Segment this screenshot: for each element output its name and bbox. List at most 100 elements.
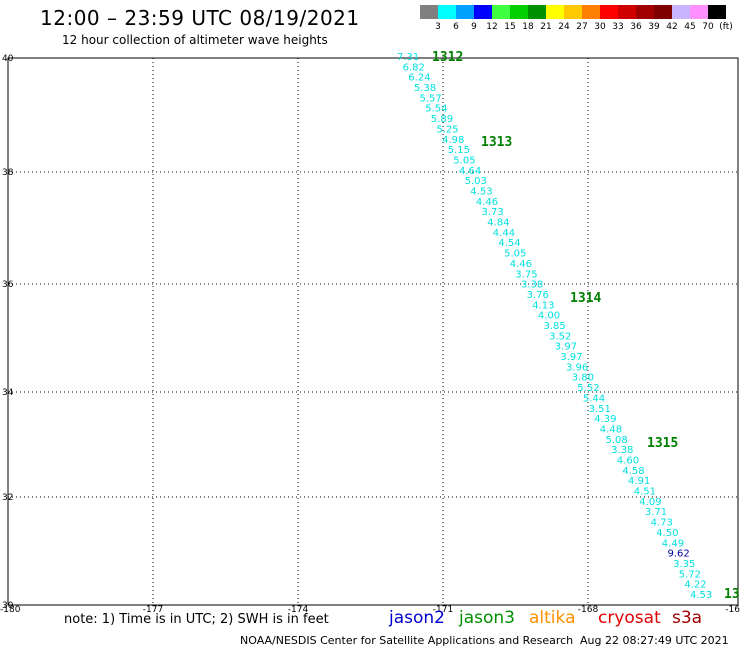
wave-height-value: 5.57 bbox=[420, 93, 442, 104]
legend-label: 6 bbox=[453, 22, 459, 32]
track-time-label: 13 bbox=[724, 587, 740, 602]
satellite-name: jason3 bbox=[459, 608, 515, 628]
track-time-label: 1315 bbox=[647, 436, 678, 451]
wave-height-value: 4.13 bbox=[532, 300, 554, 311]
legend-swatch bbox=[708, 5, 726, 19]
wave-height-value: 4.60 bbox=[617, 456, 639, 467]
wave-height-value: 3.75 bbox=[515, 269, 537, 280]
y-tick-label: 40 bbox=[2, 54, 14, 64]
legend-swatch bbox=[420, 5, 438, 19]
legend-swatch bbox=[456, 5, 474, 19]
x-tick-label: -174 bbox=[288, 605, 309, 615]
legend-swatch bbox=[438, 5, 456, 19]
wave-height-value: 4.54 bbox=[498, 238, 520, 249]
wave-height-value: 4.09 bbox=[639, 497, 661, 508]
wave-height-value: 4.46 bbox=[476, 197, 498, 208]
legend-label: 42 bbox=[666, 22, 678, 32]
wave-height-value: 5.54 bbox=[425, 104, 447, 115]
wave-height-value: 5.08 bbox=[606, 435, 628, 446]
legend-label: 30 bbox=[594, 22, 606, 32]
wave-height-value: 5.03 bbox=[465, 176, 487, 187]
wave-height-value: 4.58 bbox=[622, 466, 644, 477]
wave-height-value: 5.44 bbox=[583, 393, 605, 404]
legend-swatch bbox=[474, 5, 492, 19]
wave-height-value: 4.39 bbox=[594, 414, 616, 425]
legend-label: 21 bbox=[540, 22, 552, 32]
legend-label: 45 bbox=[684, 22, 696, 32]
wave-height-value: 3.80 bbox=[572, 373, 594, 384]
legend-swatch bbox=[564, 5, 582, 19]
wave-height-value: 4.49 bbox=[662, 538, 684, 549]
wave-height-value: 5.38 bbox=[414, 83, 436, 94]
wave-height-value: 3.71 bbox=[645, 507, 667, 518]
wave-height-value: 5.05 bbox=[504, 249, 526, 260]
wave-height-value: 9.62 bbox=[668, 549, 690, 560]
wave-height-value: 6.82 bbox=[403, 62, 425, 73]
wave-height-value: 4.44 bbox=[493, 228, 515, 239]
legend-swatch bbox=[690, 5, 708, 19]
satellite-name: altika bbox=[529, 608, 576, 628]
wave-height-value: 4.98 bbox=[442, 135, 464, 146]
legend-label: 33 bbox=[612, 22, 624, 32]
wave-height-value: 3.51 bbox=[589, 404, 611, 415]
wave-height-value: 4.53 bbox=[690, 590, 712, 601]
legend-label: 9 bbox=[471, 22, 477, 32]
legend-label: 27 bbox=[576, 22, 588, 32]
wave-height-value: 4.46 bbox=[510, 259, 532, 270]
satellite-name: cryosat bbox=[598, 608, 661, 628]
satellite-name: jason2 bbox=[389, 608, 445, 628]
note-text: note: 1) Time is in UTC; 2) SWH is in fe… bbox=[64, 612, 329, 627]
legend-label: 70 bbox=[702, 22, 714, 32]
legend-swatch bbox=[600, 5, 618, 19]
x-tick-label: -16 bbox=[725, 605, 740, 615]
legend-swatch bbox=[546, 5, 564, 19]
y-tick-label: 36 bbox=[2, 280, 14, 290]
legend-swatch bbox=[636, 5, 654, 19]
wave-height-value: 4.22 bbox=[684, 580, 706, 591]
legend-swatch bbox=[654, 5, 672, 19]
legend-label: 12 bbox=[486, 22, 498, 32]
legend-swatch bbox=[582, 5, 600, 19]
legend-swatch bbox=[672, 5, 690, 19]
wave-height-value: 4.73 bbox=[651, 518, 673, 529]
wave-height-value: 3.73 bbox=[482, 207, 504, 218]
wave-height-value: 4.64 bbox=[459, 166, 481, 177]
wave-height-value: 3.52 bbox=[549, 331, 571, 342]
legend-label: 39 bbox=[648, 22, 660, 32]
wave-height-value: 5.72 bbox=[679, 569, 701, 580]
y-tick-label: 30 bbox=[2, 601, 14, 611]
track-time-label: 1312 bbox=[432, 50, 463, 65]
wave-height-value: 3.76 bbox=[527, 290, 549, 301]
y-tick-label: 34 bbox=[2, 388, 14, 398]
map-frame bbox=[7, 57, 739, 606]
legend-swatch bbox=[618, 5, 636, 19]
wave-height-value: 5.89 bbox=[431, 114, 453, 125]
wave-height-value: 5.05 bbox=[453, 156, 475, 167]
y-tick-label: 32 bbox=[2, 493, 13, 503]
map-subtitle: 12 hour collection of altimeter wave hei… bbox=[62, 33, 328, 47]
wave-height-value: 4.53 bbox=[470, 187, 492, 198]
footer-credit: NOAA/NESDIS Center for Satellite Applica… bbox=[240, 634, 574, 647]
wave-height-value: 4.91 bbox=[628, 476, 650, 487]
wave-height-value: 3.38 bbox=[521, 280, 543, 291]
x-tick-label: -168 bbox=[578, 605, 599, 615]
wave-height-value: 3.85 bbox=[544, 321, 566, 332]
map-title: 12:00 – 23:59 UTC 08/19/2021 bbox=[40, 6, 360, 30]
legend-label: (ft) bbox=[719, 22, 733, 32]
x-tick-label: -171 bbox=[433, 605, 453, 615]
legend-label: 24 bbox=[558, 22, 570, 32]
wave-height-value: 5.52 bbox=[577, 383, 599, 394]
x-tick-label: -177 bbox=[143, 605, 163, 615]
track-time-label: 1314 bbox=[570, 291, 601, 306]
legend-swatch bbox=[510, 5, 528, 19]
wave-height-value: 5.15 bbox=[448, 145, 470, 156]
x-tick-label: -180 bbox=[0, 605, 21, 615]
legend-label: 18 bbox=[522, 22, 534, 32]
wave-height-value: 4.84 bbox=[487, 218, 509, 229]
y-tick-label: 38 bbox=[2, 168, 14, 178]
wave-height-value: 4.00 bbox=[538, 311, 560, 322]
wave-height-value: 6.24 bbox=[408, 73, 430, 84]
footer-timestamp: Aug 22 08:27:49 UTC 2021 bbox=[580, 634, 729, 647]
legend-swatch bbox=[528, 5, 546, 19]
